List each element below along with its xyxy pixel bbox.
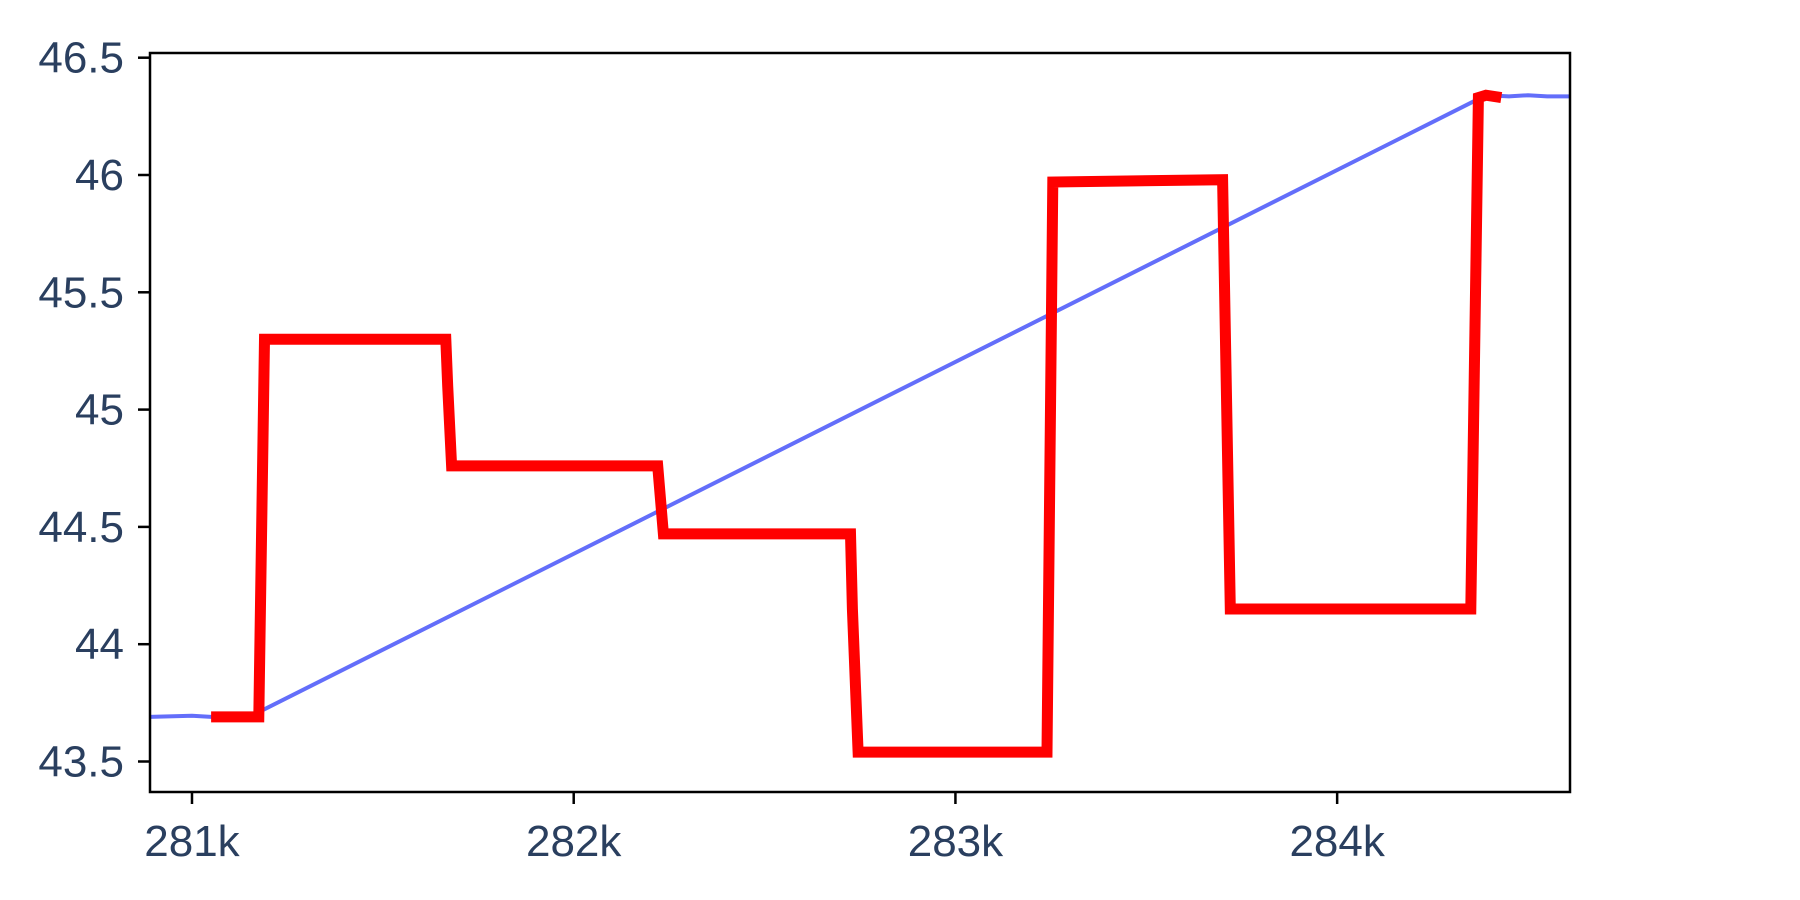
y-tick-label: 44 — [75, 620, 124, 669]
y-tick-label: 45.5 — [38, 268, 124, 317]
y-tick-label: 45 — [75, 386, 124, 435]
x-axis: 281k 282k 283k 284k — [144, 792, 1386, 866]
series-layer — [149, 89, 1570, 758]
y-tick-label: 46 — [75, 151, 124, 200]
y-tick-label: 46.5 — [38, 34, 124, 83]
series-line-1 — [149, 93, 1570, 719]
x-tick-label: 281k — [144, 817, 240, 866]
y-tick-label: 43.5 — [38, 738, 124, 787]
x-tick-label: 284k — [1289, 817, 1385, 866]
x-tick-label: 283k — [908, 817, 1004, 866]
y-tick-label: 44.5 — [38, 503, 124, 552]
series-line-2 — [211, 89, 1503, 758]
plot-area-frame — [148, 51, 1572, 794]
x-tick-label: 282k — [526, 817, 622, 866]
y-axis: 43.5 44 44.5 45 45.5 46 46.5 — [38, 34, 150, 787]
